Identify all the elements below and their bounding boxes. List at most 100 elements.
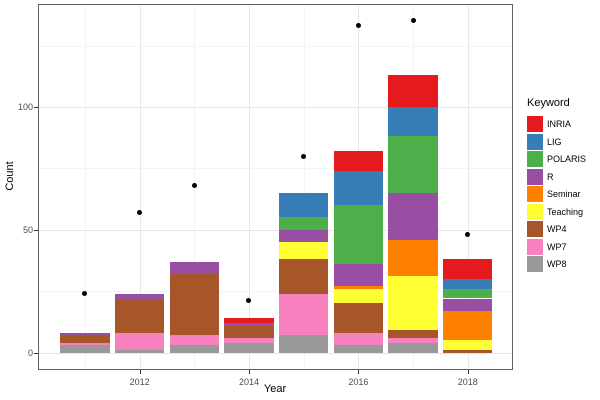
legend-key-swatch — [527, 133, 543, 150]
major-gridline-x — [248, 5, 250, 369]
y-tick-label: 0 — [27, 347, 33, 358]
legend: Keyword INRIA LIG POLARIS R Seminar Teaching W… — [527, 97, 586, 274]
bar-segment-wp4-2011 — [60, 335, 110, 343]
legend-item-polaris: POLARIS — [527, 151, 586, 167]
x-tick-label: 2018 — [457, 377, 478, 387]
data-point-2014 — [246, 298, 252, 304]
bar-segment-wp8-2011 — [60, 345, 110, 353]
bar-segment-teaching-2018 — [443, 340, 493, 351]
legend-item-label: POLARIS — [547, 154, 587, 164]
x-tick-mark — [139, 370, 141, 374]
bar-segment-polaris-2018 — [443, 288, 493, 299]
legend-item-label: INRIA — [547, 119, 572, 129]
bar-segment-r-2013 — [169, 261, 219, 274]
x-tick-label: 2012 — [129, 377, 150, 387]
bar-segment-wp4-2016 — [333, 303, 383, 333]
bar-segment-wp8-2015 — [279, 335, 329, 353]
legend-item-teaching: Teaching — [527, 203, 586, 220]
x-tick-mark — [248, 370, 250, 374]
data-point-2015 — [301, 153, 307, 159]
bar-segment-seminar-2018 — [443, 310, 493, 341]
data-point-2017 — [410, 18, 416, 24]
legend-item-wp4: WP4 — [527, 221, 586, 237]
bar-segment-teaching-2017 — [388, 276, 438, 331]
legend-key-swatch — [527, 151, 543, 167]
legend-item-label: WP8 — [547, 259, 567, 269]
legend-item-label: Seminar — [547, 189, 581, 199]
major-gridline-x — [467, 5, 469, 369]
legend-item-label: Teaching — [547, 206, 584, 217]
minor-gridline-y — [39, 168, 512, 170]
bar-segment-lig-2015 — [279, 192, 329, 218]
legend-item-seminar: Seminar — [527, 186, 586, 202]
bar-segment-wp7-2014 — [224, 337, 274, 343]
bar-segment-inria-2018 — [443, 259, 493, 279]
bar-segment-seminar-2016 — [333, 286, 383, 289]
y-tick-mark — [34, 106, 38, 108]
bar-segment-teaching-2015 — [279, 242, 329, 260]
major-gridline-y — [39, 229, 512, 231]
legend-key-swatch — [527, 203, 543, 220]
legend-key-swatch — [527, 221, 543, 237]
bar-segment-wp4-2012 — [115, 298, 165, 333]
y-axis-title: Count — [4, 161, 16, 191]
bar-segment-wp8-2017 — [388, 342, 438, 353]
legend-item-lig: LIG — [527, 133, 586, 150]
data-point-2013 — [191, 183, 197, 189]
bar-segment-wp4-2014 — [224, 325, 274, 338]
y-tick-label: 50 — [22, 224, 33, 235]
legend-item-label: LIG — [547, 136, 562, 147]
legend-key-swatch — [527, 238, 543, 255]
bar-segment-inria-2017 — [388, 75, 438, 107]
x-tick-mark — [467, 370, 469, 374]
bar-segment-polaris-2016 — [333, 205, 383, 265]
x-tick-label: 2016 — [348, 377, 369, 387]
bar-segment-r-2011 — [60, 332, 110, 336]
data-point-2016 — [355, 23, 361, 29]
legend-item-wp8: WP8 — [527, 256, 586, 272]
major-gridline-y — [39, 352, 512, 354]
bar-segment-wp7-2015 — [279, 293, 329, 336]
bar-segment-seminar-2017 — [388, 239, 438, 277]
bar-segment-inria-2014 — [224, 318, 274, 324]
bar-segment-r-2015 — [279, 229, 329, 242]
bar-segment-wp4-2018 — [443, 350, 493, 353]
minor-gridline-y — [39, 291, 512, 293]
bar-segment-wp7-2013 — [169, 335, 219, 346]
data-point-2012 — [137, 210, 143, 216]
legend-item-inria: INRIA — [527, 116, 586, 132]
legend-item-wp7: WP7 — [527, 238, 586, 255]
bar-segment-lig-2016 — [333, 170, 383, 206]
legend-items: INRIA LIG POLARIS R Seminar Teaching WP4 WP7 WP8 — [527, 116, 586, 272]
legend-title: Keyword — [527, 97, 570, 109]
bar-segment-lig-2017 — [388, 106, 438, 137]
y-tick-mark — [34, 352, 38, 354]
major-gridline-y — [39, 106, 512, 108]
bar-segment-wp7-2017 — [388, 337, 438, 343]
bar-segment-wp8-2013 — [169, 345, 219, 353]
legend-item-r: R — [527, 168, 586, 185]
bar-segment-wp4-2015 — [279, 259, 329, 294]
major-gridline-x — [139, 5, 141, 369]
x-axis-title: Year — [263, 383, 287, 395]
bar-segment-polaris-2017 — [388, 136, 438, 193]
bar-segment-inria-2016 — [333, 151, 383, 171]
legend-key-swatch — [527, 168, 543, 185]
legend-key-swatch — [527, 116, 543, 132]
bar-segment-r-2016 — [333, 264, 383, 287]
data-point-2018 — [465, 232, 471, 238]
bar-segment-wp4-2013 — [169, 273, 219, 336]
y-tick-label: 100 — [17, 101, 33, 112]
data-point-2011 — [82, 291, 88, 297]
x-tick-label: 2014 — [238, 377, 259, 387]
bar-segment-r-2014 — [224, 323, 274, 326]
bar-segment-lig-2018 — [443, 278, 493, 289]
legend-key-swatch — [527, 186, 543, 202]
bar-segment-r-2018 — [443, 298, 493, 311]
legend-item-label: WP4 — [547, 224, 567, 234]
bar-segment-wp8-2012 — [115, 350, 165, 353]
x-tick-mark — [358, 370, 360, 374]
legend-key-swatch — [527, 256, 543, 272]
legend-item-label: R — [547, 171, 554, 182]
